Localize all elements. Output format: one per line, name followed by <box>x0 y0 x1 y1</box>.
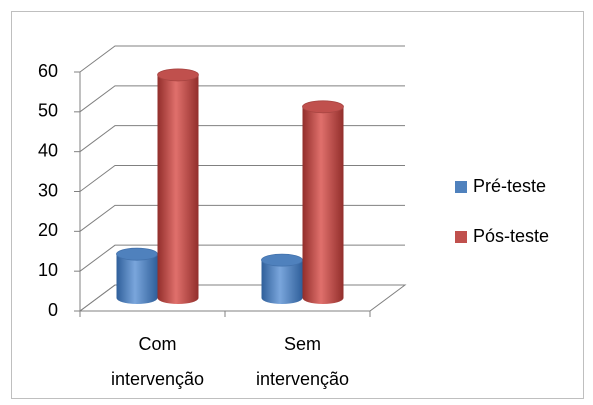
y-tick-label: 40 <box>38 140 58 160</box>
bar <box>302 106 344 304</box>
bar <box>261 260 303 304</box>
bar-top <box>157 68 199 82</box>
bar-top <box>116 247 158 261</box>
y-tick-label: 60 <box>38 61 58 81</box>
grid-line <box>79 45 405 73</box>
x-tick-label: Com intervenção <box>110 334 205 389</box>
legend-swatch <box>455 181 467 193</box>
grid-line <box>79 165 405 192</box>
bar-top <box>302 100 344 114</box>
grid-line <box>79 204 405 232</box>
grid-line <box>79 125 405 153</box>
chart-border <box>11 11 584 399</box>
legend-label: Pré-teste <box>473 176 546 196</box>
y-tick-label: 10 <box>38 260 58 280</box>
bar <box>157 74 199 304</box>
y-tick-label: 30 <box>38 180 58 200</box>
grid-line <box>79 85 405 113</box>
bar-top <box>261 253 303 267</box>
y-tick-label: 0 <box>48 300 58 320</box>
bar <box>116 254 158 304</box>
x-tick-label: Sem intervenção <box>255 334 350 389</box>
legend-swatch <box>455 231 467 243</box>
y-tick-label: 20 <box>38 220 58 240</box>
legend-label: Pós-teste <box>473 226 549 246</box>
y-tick-label: 50 <box>38 101 58 121</box>
